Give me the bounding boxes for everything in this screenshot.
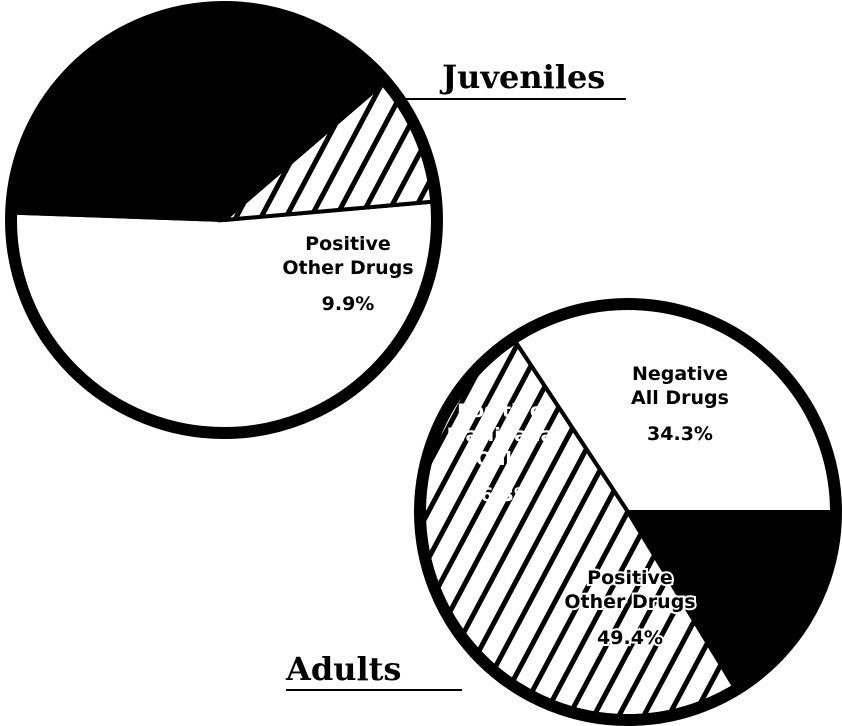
pie-juveniles-label-positive-marijuana-only: Positive Marijuana Only 38.1% (107, 288, 270, 370)
title-adults: Adults (285, 650, 462, 691)
title-juveniles-text: Juveniles (439, 58, 605, 96)
pie-adults-label-negative-all-drugs: Negative All Drugs 34.3% (631, 363, 729, 445)
pie-adults-label-positive-marijuana-only: Positive Marijuana Only 16.3% (447, 400, 554, 506)
title-adults-text: Adults (285, 650, 401, 688)
pie-juveniles: Negative All Drugs 51.9%Positive Other Drug… (5, 1, 443, 439)
pie-juveniles-label-negative-all-drugs: Negative All Drugs 51.9% (173, 83, 271, 165)
pie-adults-rim (414, 298, 842, 726)
pie-adults: Negative All Drugs 34.3% Positive Other Drug… (414, 298, 842, 726)
pie-juveniles-rim (5, 1, 443, 439)
title-juveniles: Juveniles (398, 58, 626, 100)
pie-juveniles-label-positive-other-drugs: Positive Other Drugs 9.9% (282, 233, 413, 315)
pie-adults-label-positive-other-drugs: Positive Other Drugs 49.4% (564, 567, 695, 649)
